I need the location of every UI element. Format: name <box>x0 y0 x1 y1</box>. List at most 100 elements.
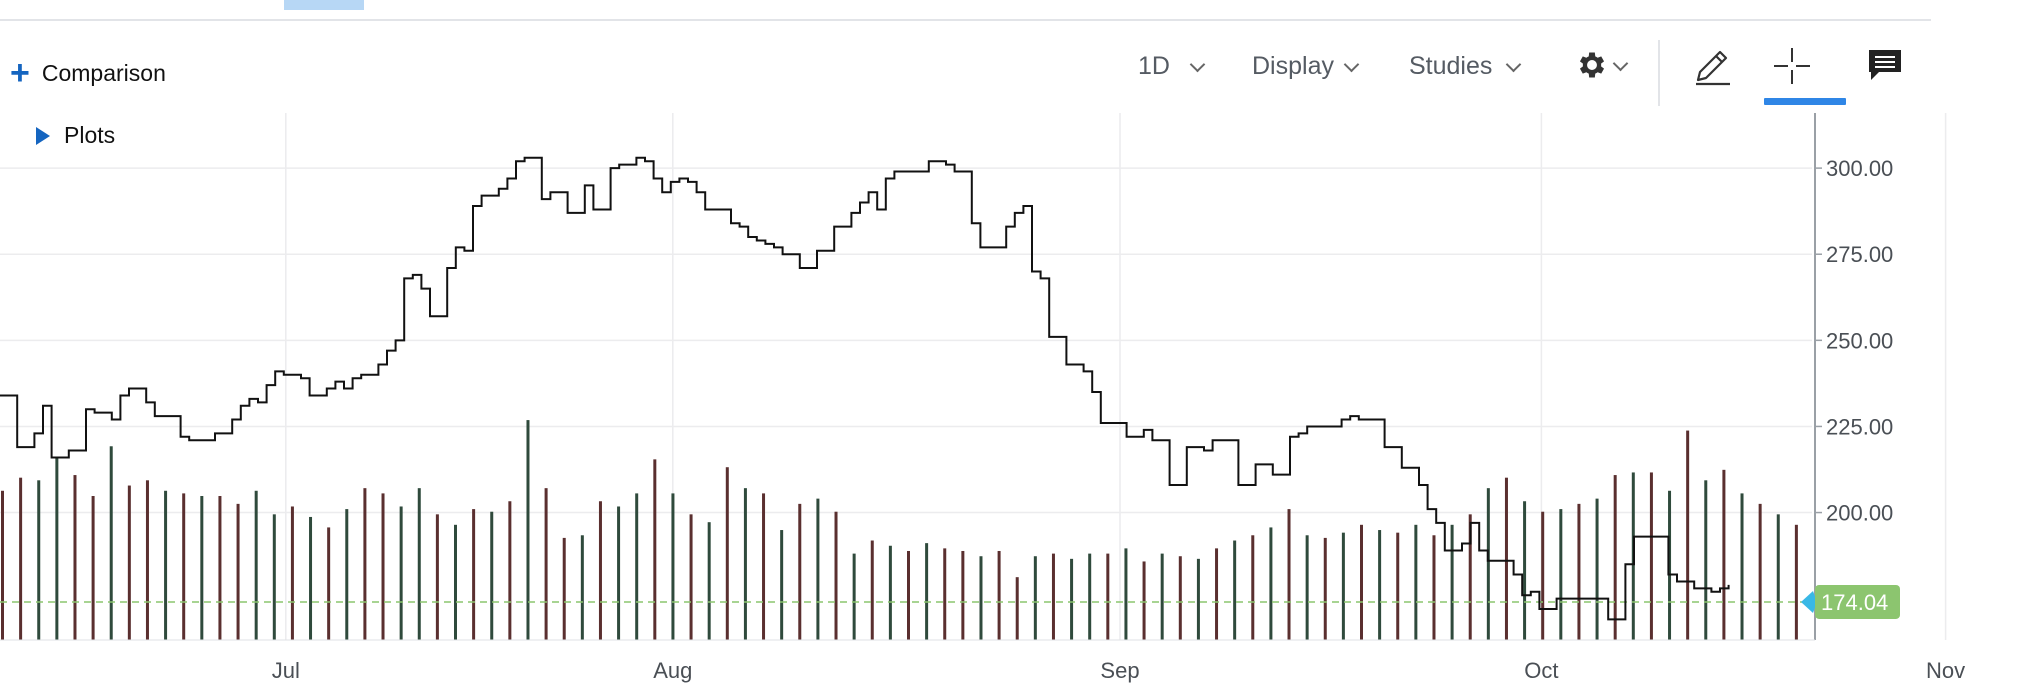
volume-bar <box>943 548 947 640</box>
crosshair-button[interactable] <box>1770 44 1814 88</box>
volume-bar <box>91 496 95 640</box>
volume-bar <box>1794 524 1798 640</box>
volume-bar <box>1668 490 1672 640</box>
volume-bar <box>1287 509 1291 640</box>
volume-bar <box>1649 472 1653 640</box>
volume-bar <box>472 509 476 640</box>
x-tick-label: Aug <box>653 658 692 683</box>
volume-bar <box>1269 527 1273 640</box>
volume-bar <box>834 511 838 640</box>
volume-bar <box>1414 524 1418 640</box>
volume-bar <box>635 493 639 640</box>
plots-toggle[interactable]: Plots <box>36 122 115 149</box>
comparison-label: Comparison <box>41 59 166 86</box>
volume-bar <box>1015 577 1019 640</box>
volume-bar <box>762 493 766 640</box>
volume-bar <box>1323 537 1327 640</box>
volume-bar <box>1686 430 1690 640</box>
pencil-icon <box>1696 50 1730 86</box>
volume-bar <box>399 506 403 640</box>
volume-bar <box>164 490 168 640</box>
volume-bar <box>1396 532 1400 640</box>
crosshair-active-indicator <box>1764 98 1846 105</box>
draw-button[interactable] <box>1690 44 1734 88</box>
volume-bar <box>1070 558 1074 640</box>
volume-bar <box>182 493 186 640</box>
comparison-button[interactable]: + Comparison <box>10 56 166 90</box>
period-dropdown[interactable]: 1D <box>1138 52 1206 81</box>
volume-bar <box>1251 535 1255 640</box>
volume-bar <box>1341 532 1345 640</box>
volume-bar <box>580 535 584 640</box>
volume-bar <box>707 522 711 640</box>
comment-icon <box>1869 50 1901 80</box>
volume-bar <box>381 493 385 640</box>
volume-bar <box>852 553 856 640</box>
volume-bar <box>1124 548 1128 640</box>
volume-bar <box>1051 553 1055 640</box>
display-dropdown[interactable]: Display <box>1252 52 1360 81</box>
plus-icon: + <box>10 54 30 92</box>
volume-bar <box>254 490 258 640</box>
price-series-line <box>0 156 1730 621</box>
studies-dropdown[interactable]: Studies <box>1409 52 1522 81</box>
crosshair-icon <box>1774 48 1810 84</box>
volume-bar <box>1722 469 1726 640</box>
display-label: Display <box>1252 52 1334 80</box>
volume-bar <box>526 420 530 640</box>
volume-bar <box>200 496 204 640</box>
y-tick-label: 250.00 <box>1826 328 1893 353</box>
volume-bar <box>127 485 131 640</box>
studies-label: Studies <box>1409 52 1493 80</box>
volume-bar <box>1776 514 1780 640</box>
volume-bar <box>1033 556 1037 640</box>
volume-bar <box>1704 480 1708 640</box>
volume-bar <box>145 480 149 640</box>
volume-bar <box>1196 558 1200 640</box>
volume-bar <box>671 493 675 640</box>
volume-bar <box>1523 501 1527 640</box>
volume-bar <box>1178 556 1182 640</box>
volume-bar <box>345 509 349 640</box>
comment-button[interactable] <box>1867 48 1903 82</box>
volume-bar <box>508 501 512 640</box>
volume-bar <box>435 514 439 640</box>
x-tick-label: Nov <box>1926 658 1965 683</box>
volume-bar <box>236 503 240 640</box>
volume-bar <box>925 543 929 640</box>
volume-bar <box>798 503 802 640</box>
volume-bar <box>1160 553 1164 640</box>
volume-bar <box>653 459 657 640</box>
volume-bar <box>1360 524 1363 640</box>
volume-bar <box>598 501 602 640</box>
volume-bar <box>417 488 421 640</box>
volume-bar <box>888 545 892 640</box>
volume-bar <box>109 446 113 640</box>
volume-bar <box>780 530 784 640</box>
volume-bar <box>1305 535 1309 640</box>
volume-bar <box>1740 493 1744 640</box>
active-tab-indicator[interactable] <box>284 0 364 10</box>
volume-bar <box>1468 514 1472 640</box>
volume-bar <box>1215 548 1219 640</box>
toolbar-separator <box>1658 40 1660 106</box>
volume-bar <box>1486 488 1490 640</box>
last-price-marker-icon <box>1801 590 1817 613</box>
volume-bar <box>743 488 747 640</box>
volume-bar <box>37 480 41 640</box>
volume-bar <box>907 550 910 640</box>
volume-bar <box>1088 553 1092 640</box>
settings-dropdown[interactable] <box>1575 48 1629 82</box>
volume-bar <box>1378 530 1382 640</box>
volume-bar <box>1142 561 1146 640</box>
last-price-badge-bg <box>1815 584 1900 619</box>
chart-toolbar: + Comparison 1D Display Studies <box>0 40 1931 110</box>
volume-bar <box>816 498 820 640</box>
volume-bar <box>689 514 693 640</box>
volume-bar <box>309 516 313 640</box>
volume-bar <box>290 506 294 640</box>
y-tick-label: 275.00 <box>1826 242 1893 267</box>
expand-triangle-icon <box>36 126 50 145</box>
volume-bar <box>562 537 566 640</box>
